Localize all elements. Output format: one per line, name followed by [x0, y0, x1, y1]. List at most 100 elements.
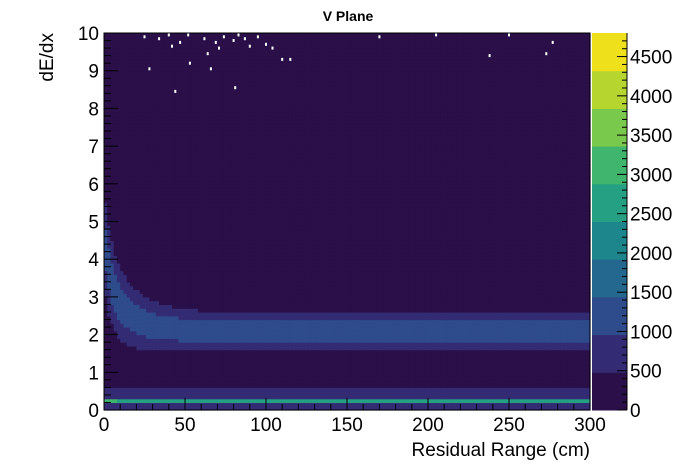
heatmap-bin — [133, 48, 137, 53]
heatmap-bin — [123, 33, 128, 38]
heatmap-bin — [123, 131, 128, 136]
heatmap-bin — [133, 100, 137, 106]
heatmap-bin — [116, 289, 121, 294]
heatmap-bin — [110, 266, 115, 272]
heatmap-bin — [120, 164, 125, 170]
heatmap-bin — [107, 70, 112, 76]
heatmap-bin — [110, 289, 115, 294]
heatmap-bin — [120, 206, 125, 211]
heatmap-bin — [129, 202, 134, 208]
heatmap-bin — [123, 149, 128, 155]
heatmap-bin — [116, 59, 121, 64]
heatmap-bin — [110, 225, 115, 230]
heatmap-bin — [116, 391, 121, 396]
heatmap-bin — [104, 74, 108, 79]
heatmap-bin — [129, 387, 134, 392]
heatmap-bin — [120, 338, 125, 343]
heatmap-bin — [123, 198, 128, 204]
heatmap-bin — [107, 262, 112, 268]
heatmap-bin — [113, 259, 118, 264]
heatmap-bin — [123, 217, 128, 223]
heatmap-bin — [129, 251, 134, 257]
heatmap-bin — [126, 387, 131, 392]
heatmap-bin — [123, 394, 128, 400]
heatmap-bin — [113, 406, 118, 411]
heatmap-bin — [113, 168, 118, 174]
heatmap-bin — [133, 66, 137, 72]
heatmap-bin — [123, 51, 128, 57]
heatmap-bin — [113, 379, 118, 385]
heatmap-bin — [110, 293, 115, 298]
heatmap-bin — [120, 402, 125, 407]
heatmap-bin — [123, 168, 128, 174]
heatmap-bin — [104, 244, 108, 249]
heatmap-bin — [110, 183, 115, 189]
heatmap-bin — [133, 112, 137, 117]
heatmap-bin — [113, 89, 118, 94]
heatmap-bin — [129, 164, 134, 170]
heatmap-bin — [104, 232, 108, 238]
heatmap-bin — [116, 342, 121, 347]
heatmap-bin — [110, 33, 115, 38]
heatmap-bin — [116, 70, 121, 76]
heatmap-bin — [116, 40, 121, 45]
heatmap-bin — [104, 89, 108, 94]
heatmap-bin — [120, 85, 125, 91]
heatmap-bin — [120, 372, 125, 377]
heatmap-bin — [129, 146, 134, 151]
heatmap-bin — [107, 108, 112, 113]
heatmap-bin — [110, 176, 115, 181]
heatmap-bin — [107, 293, 112, 298]
heatmap-bin — [129, 338, 134, 343]
heatmap-bin — [133, 383, 137, 388]
heatmap-bin — [129, 244, 134, 249]
heatmap-bin — [126, 82, 131, 87]
heatmap-bin — [107, 240, 112, 245]
heatmap-bin — [110, 48, 115, 53]
heatmap-bin — [110, 161, 115, 166]
heatmap-bin — [129, 108, 134, 113]
heatmap-bin — [120, 74, 125, 79]
heatmap-bin — [123, 251, 128, 257]
heatmap-bin — [126, 191, 131, 196]
heatmap-bin — [120, 142, 125, 147]
heatmap-bin — [110, 236, 115, 241]
heatmap-bin — [104, 168, 108, 174]
heatmap-bin — [120, 127, 125, 132]
heatmap-bin — [123, 338, 128, 343]
heatmap-bin — [126, 406, 131, 411]
heatmap-bin — [107, 180, 112, 185]
heatmap-bin — [107, 131, 112, 136]
heatmap-bin — [120, 281, 125, 287]
heatmap-bin — [126, 123, 131, 128]
heatmap-bin — [133, 285, 137, 290]
heatmap-bin — [129, 262, 134, 268]
heatmap-bin — [129, 172, 134, 177]
heatmap-bin — [110, 255, 115, 260]
heatmap-bin — [110, 229, 115, 234]
heatmap-bin — [110, 217, 115, 223]
heatmap-bin — [116, 308, 121, 313]
heatmap-bin — [136, 349, 141, 355]
heatmap-bin — [136, 345, 141, 351]
heatmap-bin — [113, 402, 118, 407]
heatmap-bin — [133, 40, 137, 45]
heatmap-bin — [123, 142, 128, 147]
heatmap-bin — [120, 289, 125, 294]
heatmap-bin — [136, 191, 141, 196]
heatmap-bin — [123, 183, 128, 189]
heatmap-bin — [116, 172, 121, 177]
heatmap-bin — [110, 281, 115, 287]
heatmap-bin — [110, 89, 115, 94]
heatmap-bin — [104, 48, 108, 53]
heatmap-bin — [104, 198, 108, 204]
heatmap-bin — [116, 296, 121, 302]
heatmap-bin — [120, 315, 125, 321]
heatmap-bin — [113, 74, 118, 79]
heatmap-bin — [123, 334, 128, 339]
heatmap-bin — [133, 142, 137, 147]
heatmap-bin — [107, 368, 112, 373]
heatmap-bin — [126, 213, 131, 219]
heatmap-bin — [126, 108, 131, 113]
heatmap-bin — [129, 240, 134, 245]
